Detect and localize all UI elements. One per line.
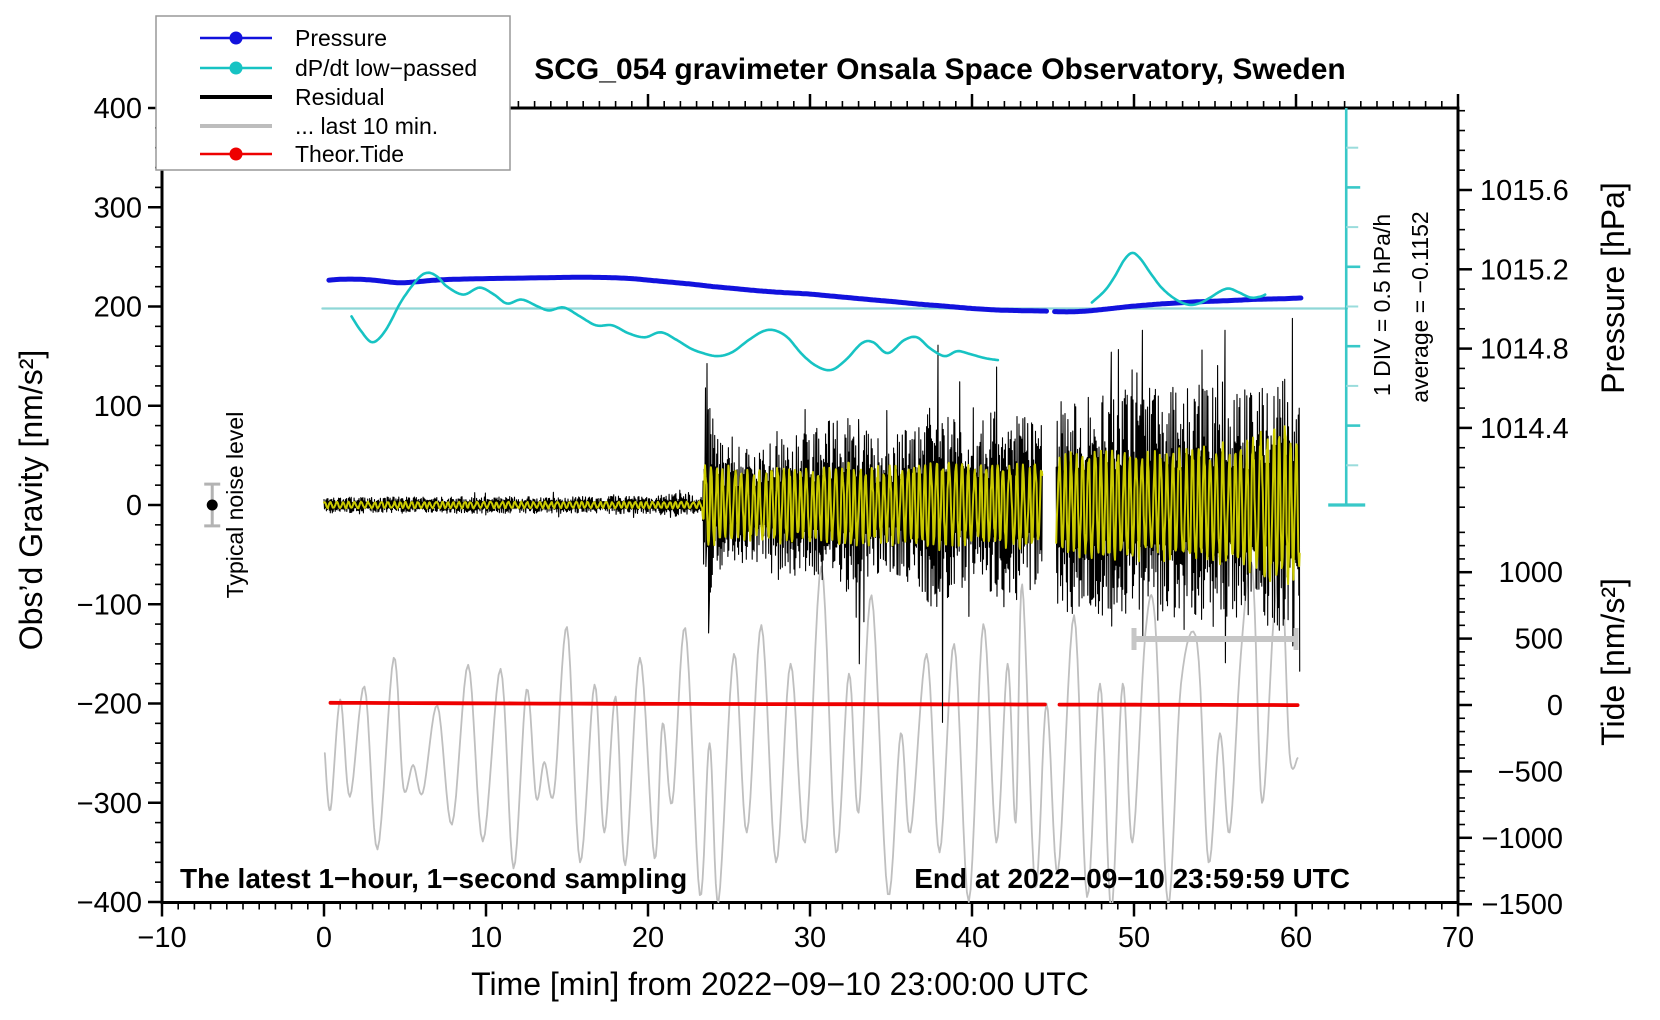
left-axis-title: Obs’d Gravity [nm/s²]	[13, 350, 49, 651]
tide-tick-label: −500	[1498, 756, 1563, 788]
series-residual_last_10_min	[323, 553, 1299, 903]
series-residual_lowpassed	[323, 461, 1044, 552]
sampling-note: The latest 1−hour, 1−second sampling	[180, 863, 687, 894]
x-tick-label: 60	[1280, 922, 1312, 954]
tide-axis-title: Tide [nm/s²]	[1595, 578, 1631, 746]
noise-level-label: Typical noise level	[222, 412, 248, 599]
series-theor_tide	[328, 700, 1047, 707]
gravity-tick-label: −100	[77, 589, 142, 621]
pressure-axis-title: Pressure [hPa]	[1595, 182, 1631, 394]
gravity-tick-label: 100	[94, 391, 142, 423]
x-tick-label: 20	[632, 922, 664, 954]
x-tick-label: 30	[794, 922, 826, 954]
gravity-tick-label: 300	[94, 192, 142, 224]
legend-box	[155, 15, 511, 171]
legend-label-residual: Residual	[295, 84, 385, 110]
legend: Pressure dP/dt low−passed Residual ... l…	[155, 15, 511, 171]
tide-tick-label: 1000	[1498, 557, 1563, 589]
legend-swatch-dot	[229, 147, 243, 161]
tide-tick-label: 500	[1515, 624, 1563, 656]
average-label: average = −0.1152	[1407, 211, 1433, 402]
series-residual_lowpassed	[1055, 425, 1301, 585]
legend-swatch-dot	[229, 31, 243, 45]
div-scale-label: 1 DIV = 0.5 hPa/h	[1369, 214, 1395, 396]
gravity-tick-label: 200	[94, 292, 142, 324]
x-tick-label: 40	[956, 922, 988, 954]
noise-marker-dot	[206, 499, 218, 511]
chart-extras	[204, 108, 1366, 650]
series-dpdt_lowpassed	[1090, 251, 1267, 307]
x-tick-label: −10	[137, 922, 186, 954]
tide-tick-label: −1500	[1482, 889, 1563, 921]
pressure-tick-label: 1015.6	[1480, 175, 1569, 207]
x-tick-label: 70	[1442, 922, 1474, 954]
x-axis-title: Time [min] from 2022−09−10 23:00:00 UTC	[471, 966, 1089, 1002]
legend-swatch-dot	[229, 61, 243, 75]
tide-tick-label: −1000	[1482, 823, 1563, 855]
legend-label-last10: ... last 10 min.	[295, 113, 438, 139]
axes: −10 0 10 20 30 40 50 60 704003002001000−100−200−…	[77, 93, 1569, 954]
end-time-note: End at 2022−09−10 23:59:59 UTC	[914, 863, 1350, 894]
pressure-tick-label: 1014.4	[1480, 413, 1569, 445]
gravity-tick-label: −400	[77, 887, 142, 919]
x-tick-label: 10	[470, 922, 502, 954]
legend-label-pressure: Pressure	[295, 25, 387, 51]
legend-label-theortide: Theor.Tide	[295, 141, 404, 167]
gravity-tick-label: 0	[126, 490, 142, 522]
x-tick-label: 50	[1118, 922, 1150, 954]
gravity-tick-label: 400	[94, 93, 142, 125]
gravity-tick-label: −200	[77, 689, 142, 721]
data-series	[321, 251, 1349, 903]
chart-title: SCG_054 gravimeter Onsala Space Observat…	[534, 53, 1346, 86]
series-pressure	[326, 274, 1049, 314]
legend-label-dpdt: dP/dt low−passed	[295, 55, 477, 81]
series-dpdt_lowpassed	[350, 271, 1000, 372]
pressure-tick-label: 1015.2	[1480, 254, 1569, 286]
series-pressure	[1052, 295, 1304, 315]
tide-tick-label: 0	[1547, 690, 1563, 722]
x-tick-label: 0	[316, 922, 332, 954]
gravity-tick-label: −300	[77, 788, 142, 820]
pressure-tick-label: 1014.8	[1480, 334, 1569, 366]
series-theor_tide	[1057, 702, 1300, 707]
